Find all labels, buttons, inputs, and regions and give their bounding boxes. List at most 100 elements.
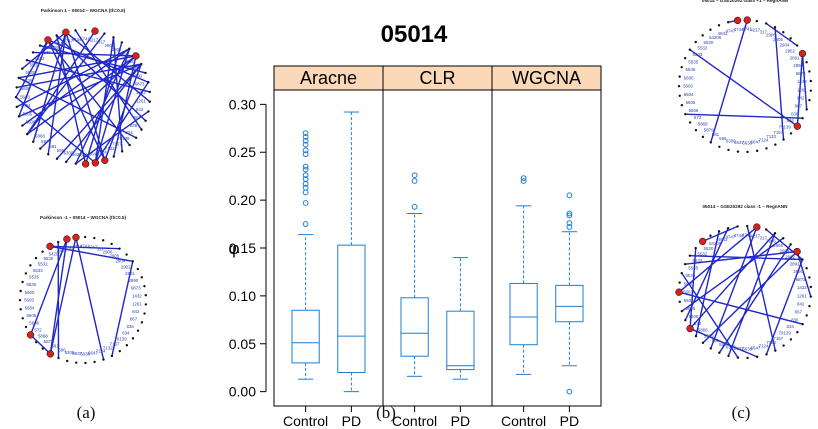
network-node-label: 6300 [726, 139, 736, 144]
box-iqr [446, 310, 475, 371]
network-edge [710, 19, 748, 143]
network-node [143, 284, 146, 288]
network-hub-node [753, 223, 761, 231]
network-node [809, 295, 813, 298]
network-node-label: 5605 [23, 111, 33, 116]
network-node-label: 2904 [118, 53, 128, 58]
network-node [25, 58, 29, 62]
network-node-label: 2890 [793, 63, 803, 68]
network-hub-node [91, 159, 99, 167]
network-hub-node [743, 16, 751, 24]
outlier-point [302, 200, 309, 206]
network-node-label: 867 [795, 104, 803, 109]
network-node [131, 260, 134, 263]
network-node-label: 5600 [684, 75, 694, 80]
network-edge [74, 30, 143, 131]
network-node [147, 110, 150, 113]
network-node [694, 246, 697, 250]
outlier-point [566, 224, 573, 230]
network-node-label: 7132 [105, 146, 115, 151]
network-edge [685, 113, 803, 119]
network-node [125, 344, 129, 347]
network-edge [65, 63, 142, 163]
network-node [21, 280, 24, 284]
network-node [701, 34, 704, 37]
network-node [789, 132, 793, 135]
network-node-label: 4747 [63, 38, 73, 43]
network-node [140, 321, 144, 324]
network-node [789, 37, 792, 40]
network-node [694, 40, 697, 44]
network-node-label: 2890 [128, 278, 138, 283]
network-node-label: 4217 [750, 233, 760, 238]
network-edge [689, 248, 697, 329]
network-edge [50, 245, 120, 250]
network-edge [113, 55, 137, 157]
outlier-point [302, 137, 309, 144]
network-node-label: 6647 [751, 346, 761, 351]
network-node [805, 61, 808, 64]
network-node [144, 71, 147, 75]
network-node-label: 6300 [64, 151, 74, 156]
network-node [765, 147, 768, 150]
x-tick-label: Control [501, 413, 546, 429]
network-edge [32, 32, 67, 143]
network-node [75, 361, 78, 364]
network-node [805, 108, 808, 111]
network-node [718, 145, 721, 149]
network-node [678, 300, 681, 303]
network-node-label: 6300 [65, 350, 75, 355]
network-node-label: 5533 [30, 63, 40, 68]
network-node-label: 5530 [43, 256, 53, 261]
network-node-label: 842 [136, 107, 144, 112]
network-node-label: 5868 [698, 328, 708, 333]
network-node [755, 355, 759, 359]
network-node-label: 581 [712, 132, 720, 137]
network-edge [746, 225, 777, 351]
x-tick-label: PD [342, 413, 361, 429]
network-title: 05014 – GSE20292 class -1 – RegnANN [702, 204, 788, 209]
network-node-label: 6637 [72, 351, 82, 356]
caption-c: (c) [732, 403, 751, 422]
network-node [34, 340, 38, 344]
network-node-label: 5535 [29, 275, 39, 280]
network-node-label: 5532 [698, 252, 708, 257]
outlier-point [302, 184, 309, 191]
network-node-label: 4747 [726, 28, 736, 33]
network-node [746, 150, 749, 154]
network-node [805, 314, 808, 317]
network-node-label: 5879 [41, 139, 51, 144]
network-node [148, 100, 152, 103]
network-node-label: 1261 [132, 301, 142, 306]
network-node [140, 276, 143, 279]
outlier-point [302, 163, 309, 170]
network-node [74, 162, 78, 165]
network-node [709, 234, 712, 237]
y-tick-label: 0.05 [229, 336, 256, 352]
network-node-label: 54205 [709, 241, 722, 246]
network-node [55, 34, 58, 37]
outlier-point [302, 147, 309, 154]
network-node-label: 572 [31, 127, 39, 132]
network-edge [39, 55, 137, 150]
network-node-label: 867 [134, 115, 142, 120]
network-hub-node [81, 160, 90, 168]
network-node-label: 572 [694, 321, 702, 326]
network-node [809, 79, 813, 83]
network-node-label: 4741 [80, 37, 90, 42]
network-node-label: 5606 [689, 314, 699, 319]
network-node-label: 2904 [780, 42, 790, 47]
network-node-label: 4741 [742, 27, 752, 32]
network-node [808, 304, 811, 308]
network-node-label: 5603 [20, 95, 30, 100]
network-node [65, 160, 68, 164]
network-node-label: 4843 [718, 237, 728, 242]
network-node-label: 5606 [689, 108, 699, 113]
network-node-label: 2891 [129, 66, 139, 71]
network-edge [22, 48, 130, 127]
network-node [19, 289, 22, 293]
network-node [147, 81, 150, 84]
network-node [688, 48, 692, 51]
network-edge [15, 96, 96, 164]
network-node [110, 354, 114, 358]
